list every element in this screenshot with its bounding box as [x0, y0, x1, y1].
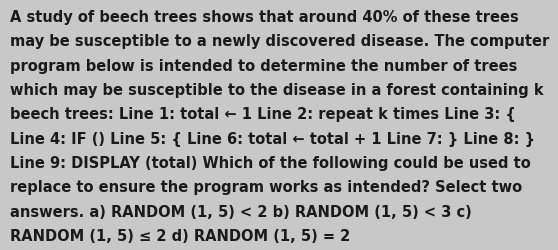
Text: beech trees: Line 1: total ← 1 Line 2: repeat k times Line 3: {: beech trees: Line 1: total ← 1 Line 2: r… [10, 107, 516, 122]
Text: which may be susceptible to the disease in a forest containing k: which may be susceptible to the disease … [10, 83, 543, 98]
Text: replace to ensure the program works as intended? Select two: replace to ensure the program works as i… [10, 180, 522, 195]
Text: A study of beech trees shows that around 40% of these trees: A study of beech trees shows that around… [10, 10, 519, 25]
Text: Line 4: IF () Line 5: { Line 6: total ← total + 1 Line 7: } Line 8: }: Line 4: IF () Line 5: { Line 6: total ← … [10, 131, 535, 146]
Text: Line 9: DISPLAY (total) Which of the following could be used to: Line 9: DISPLAY (total) Which of the fol… [10, 156, 531, 170]
Text: RANDOM (1, 5) ≤ 2 d) RANDOM (1, 5) = 2: RANDOM (1, 5) ≤ 2 d) RANDOM (1, 5) = 2 [10, 228, 350, 243]
Text: program below is intended to determine the number of trees: program below is intended to determine t… [10, 58, 517, 74]
Text: may be susceptible to a newly discovered disease. The computer: may be susceptible to a newly discovered… [10, 34, 549, 49]
Text: answers. a) RANDOM (1, 5) < 2 b) RANDOM (1, 5) < 3 c): answers. a) RANDOM (1, 5) < 2 b) RANDOM … [10, 204, 472, 219]
